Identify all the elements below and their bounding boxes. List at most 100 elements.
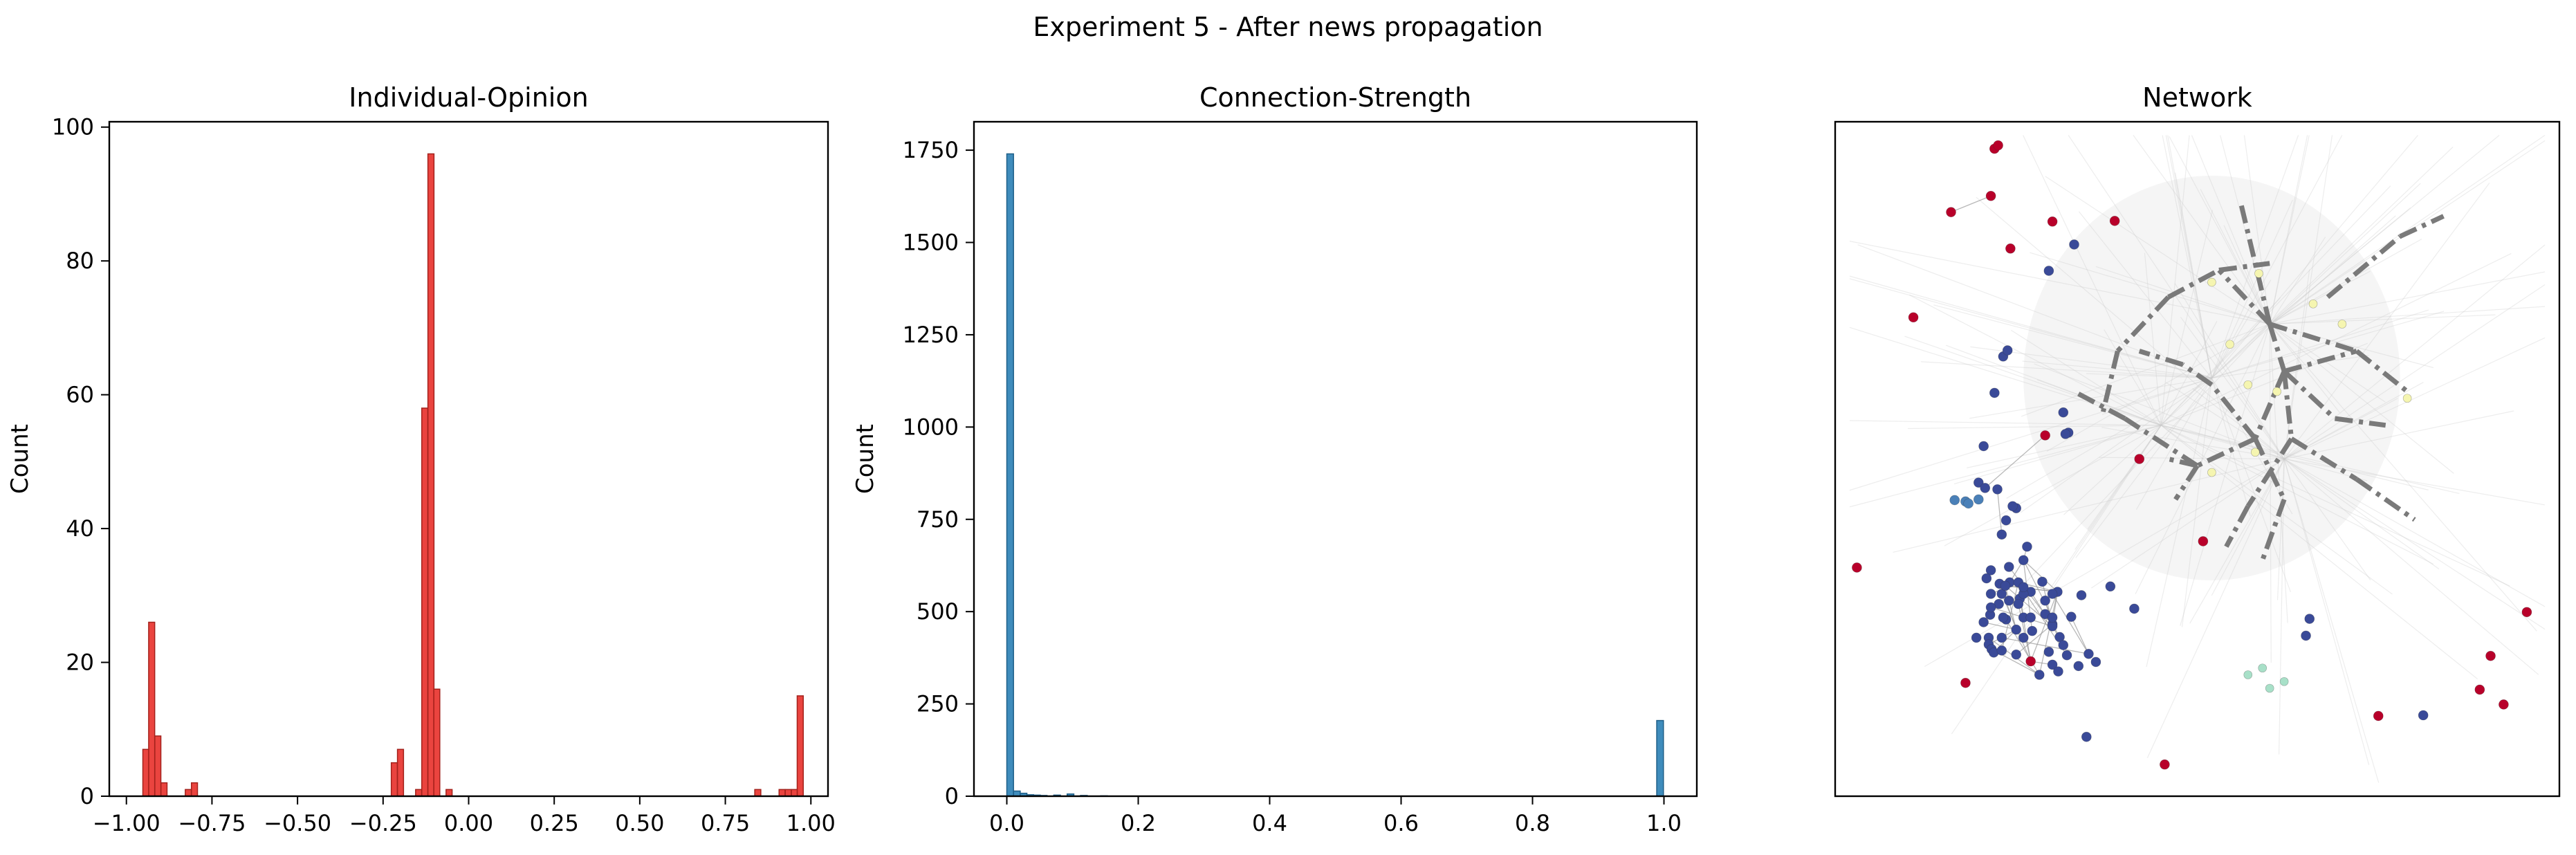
faint-edge: [2191, 135, 2270, 324]
node-neutral: [2105, 581, 2116, 592]
faint-edge: [2160, 135, 2190, 425]
faint-edge: [2211, 355, 2369, 379]
faint-edge: [2023, 135, 2162, 426]
node-neutral: [2043, 647, 2054, 657]
node-neutral: [1996, 529, 2007, 540]
strong-edge: [2399, 214, 2445, 239]
strong-edge: [2173, 464, 2200, 501]
faint-edge: [2020, 378, 2212, 513]
faint-edge: [2087, 425, 2162, 530]
faint-edge: [2192, 387, 2285, 459]
faint-edge: [2169, 136, 2270, 324]
faint-edge: [2211, 279, 2272, 378]
faint-edge: [2269, 324, 2454, 474]
faint-edge: [2162, 135, 2213, 378]
node-neutral: [1996, 645, 2007, 656]
histogram-bar: [778, 789, 786, 797]
node-teal: [2279, 677, 2289, 686]
faint-edge: [2160, 425, 2478, 680]
faint-edge: [2160, 185, 2391, 426]
node-mid: [1949, 495, 1960, 506]
faint-edge: [2283, 284, 2546, 459]
x-tick-label: 0.00: [444, 810, 493, 836]
strong-edge: [2260, 498, 2287, 561]
node-neutral: [2301, 630, 2311, 641]
node-neutral: [2058, 640, 2069, 650]
node-negative: [1985, 190, 1996, 201]
node-neutral: [1974, 477, 1984, 488]
faint-edge: [2161, 425, 2460, 494]
faint-edge: [1849, 275, 2212, 379]
faint-edge: [2160, 210, 2214, 425]
y-tick-label: 60: [66, 382, 94, 408]
node-neutral: [2003, 595, 2014, 606]
strong-edge: [2224, 505, 2250, 548]
node-neutral: [2043, 266, 2054, 276]
faint-edge: [2269, 135, 2310, 324]
faint-edge: [2144, 252, 2162, 425]
faint-edge: [2269, 324, 2537, 632]
faint-edge: [2270, 271, 2546, 325]
node-mid: [1974, 494, 1984, 505]
faint-edge: [1849, 241, 2270, 325]
node-neutral: [2083, 648, 2094, 659]
histogram-bar: [160, 782, 168, 797]
y-tick-label: 750: [917, 506, 959, 533]
node-negative: [1946, 207, 1956, 217]
histogram-bar: [415, 789, 423, 797]
thin-edge: [1985, 434, 2046, 488]
faint-edge: [2018, 324, 2270, 589]
node-negative: [1852, 562, 1862, 573]
node-negative: [2499, 699, 2509, 710]
y-tick-label: 40: [66, 515, 94, 542]
node-neutral: [2025, 612, 2036, 623]
faint-edge: [1967, 425, 2162, 468]
faint-edge: [2101, 377, 2212, 415]
faint-edge: [2269, 270, 2371, 325]
strong-edge: [2290, 436, 2358, 481]
thin-edge: [2052, 594, 2090, 654]
faint-edge: [2036, 379, 2162, 426]
strong-edge: [2253, 437, 2287, 501]
node-positive: [2250, 448, 2260, 457]
node-negative: [1960, 677, 1971, 688]
node-neutral: [2034, 670, 2045, 680]
node-negative: [2134, 454, 2145, 464]
node-positive: [2254, 269, 2263, 278]
strong-edge: [2123, 416, 2199, 468]
faint-edge: [2104, 329, 2162, 426]
faint-edge: [2095, 266, 2270, 325]
node-mid: [1963, 498, 1974, 509]
faint-edge: [2161, 425, 2429, 490]
node-neutral: [2060, 429, 2071, 439]
strong-edge: [2196, 436, 2256, 468]
panel-network: Network: [1834, 82, 2561, 798]
faint-edge: [2269, 237, 2326, 324]
x-tick-label: 0.75: [701, 810, 750, 836]
node-neutral: [2076, 590, 2087, 600]
node-neutral: [2000, 580, 2011, 591]
faint-edge: [2270, 306, 2546, 325]
node-neutral: [2013, 598, 2024, 609]
node-neutral: [2018, 555, 2029, 566]
faint-edge: [2269, 324, 2386, 403]
histogram-bar: [190, 782, 199, 797]
faint-edge: [2269, 135, 2546, 324]
node-negative: [2485, 650, 2496, 661]
strong-edge: [2267, 323, 2287, 372]
y-tick-label: 0: [945, 783, 959, 809]
strong-edge: [2282, 369, 2337, 421]
faint-edge: [2180, 317, 2285, 459]
faint-edge: [2276, 459, 2285, 600]
strong-edge: [2209, 383, 2257, 441]
node-positive: [2207, 468, 2216, 477]
node-positive: [2225, 340, 2234, 349]
faint-edge: [1976, 196, 2285, 459]
histogram-bar: [427, 153, 435, 797]
faint-edge: [2180, 324, 2270, 626]
node-neutral: [1985, 589, 1996, 599]
faint-edge: [2160, 321, 2218, 426]
faint-edge: [2283, 459, 2440, 570]
faint-edge: [2283, 135, 2333, 459]
